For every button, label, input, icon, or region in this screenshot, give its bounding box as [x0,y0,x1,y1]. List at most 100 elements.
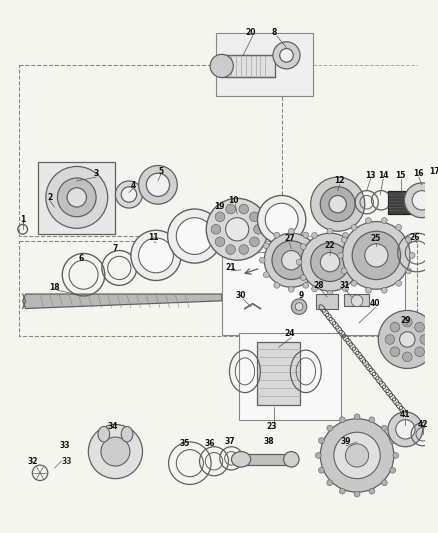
Ellipse shape [283,451,299,467]
Ellipse shape [311,232,318,238]
Ellipse shape [263,272,269,278]
Bar [216,33,313,96]
Ellipse shape [381,425,387,431]
Text: 17: 17 [429,167,438,176]
Text: 11: 11 [148,233,159,243]
Ellipse shape [320,253,339,272]
Ellipse shape [265,203,298,236]
Text: 25: 25 [370,235,381,244]
Ellipse shape [339,488,345,494]
Ellipse shape [412,191,431,210]
Text: 29: 29 [400,316,410,325]
Ellipse shape [393,453,399,458]
Bar [222,253,405,335]
Ellipse shape [338,253,343,259]
Ellipse shape [311,177,365,231]
Ellipse shape [258,196,306,244]
Ellipse shape [388,412,423,447]
Ellipse shape [231,451,251,467]
Bar [38,161,116,234]
Ellipse shape [404,183,438,217]
Ellipse shape [273,42,300,69]
Text: 14: 14 [378,171,389,180]
Ellipse shape [101,437,130,466]
Ellipse shape [343,232,348,238]
Text: 24: 24 [284,329,295,338]
Ellipse shape [327,290,333,296]
Text: 12: 12 [334,176,345,185]
Text: 28: 28 [313,281,324,290]
Ellipse shape [354,274,360,280]
Ellipse shape [296,259,302,265]
Ellipse shape [259,257,265,263]
Ellipse shape [366,217,371,223]
Ellipse shape [226,245,236,254]
Ellipse shape [291,299,307,314]
Ellipse shape [390,322,400,332]
Text: 34: 34 [107,422,118,431]
Ellipse shape [318,257,323,263]
Ellipse shape [351,280,357,286]
Ellipse shape [311,286,318,292]
Ellipse shape [274,282,280,288]
Ellipse shape [396,224,402,230]
Ellipse shape [274,232,280,238]
Ellipse shape [327,228,333,234]
Text: 8: 8 [271,28,277,37]
Ellipse shape [390,347,400,357]
Ellipse shape [396,280,402,286]
Ellipse shape [57,178,96,217]
Text: 9: 9 [298,290,304,300]
Ellipse shape [300,244,306,249]
Ellipse shape [369,417,375,423]
Text: 1: 1 [20,215,25,224]
Ellipse shape [351,295,363,306]
Ellipse shape [327,425,332,431]
Text: 4: 4 [130,181,135,190]
Text: 20: 20 [245,28,256,37]
Ellipse shape [215,212,225,222]
Bar [388,191,417,214]
Ellipse shape [354,491,360,497]
Ellipse shape [381,217,387,223]
Ellipse shape [358,259,364,265]
Ellipse shape [390,438,396,443]
Text: 41: 41 [400,410,410,419]
Ellipse shape [88,424,142,479]
Ellipse shape [339,417,345,423]
Text: 39: 39 [340,438,351,447]
Text: 37: 37 [224,438,235,447]
Ellipse shape [215,237,225,247]
Bar [241,454,290,465]
Text: 27: 27 [284,235,295,244]
Ellipse shape [320,187,355,222]
Ellipse shape [354,244,360,249]
Text: 15: 15 [396,171,406,180]
Ellipse shape [378,311,436,368]
Ellipse shape [320,419,394,492]
Ellipse shape [280,49,293,62]
Text: 18: 18 [49,283,60,292]
Bar [239,333,341,419]
Ellipse shape [303,232,309,238]
Ellipse shape [303,282,309,288]
Ellipse shape [399,332,415,347]
Ellipse shape [406,268,411,274]
Ellipse shape [341,268,347,274]
Bar [222,55,275,77]
Text: 2: 2 [47,193,52,202]
Ellipse shape [381,287,387,293]
Ellipse shape [420,335,430,344]
Text: 26: 26 [410,232,420,241]
Ellipse shape [415,322,424,332]
Ellipse shape [318,467,324,473]
Ellipse shape [327,480,332,486]
Ellipse shape [334,432,380,479]
Text: 3: 3 [93,169,99,177]
Ellipse shape [239,204,249,214]
Ellipse shape [250,237,259,247]
Ellipse shape [390,467,396,473]
Ellipse shape [351,224,357,230]
Text: 7: 7 [113,244,118,253]
Ellipse shape [211,224,221,234]
